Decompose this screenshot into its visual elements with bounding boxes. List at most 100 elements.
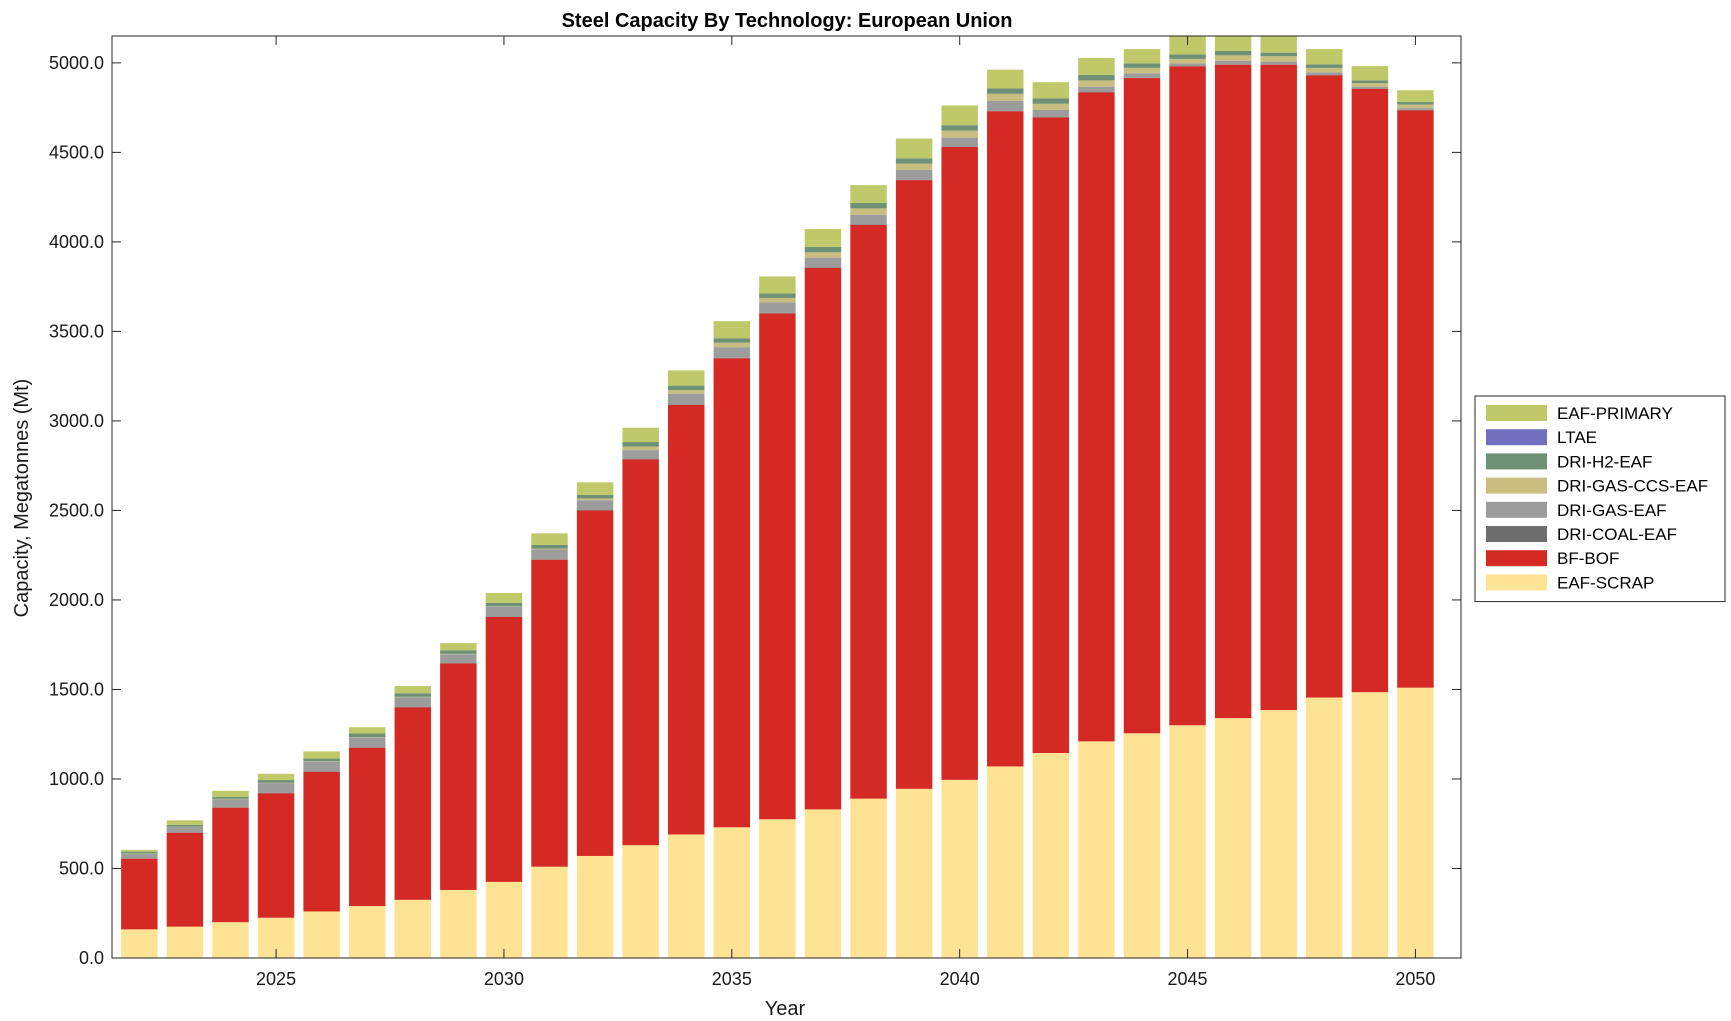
bar-eaf-primary-2037 xyxy=(804,228,842,247)
legend-swatch-eaf-scrap xyxy=(1486,574,1547,591)
bar-eaf-scrap-2022 xyxy=(121,929,158,958)
bar-dri-gas-ccs-eaf-2045 xyxy=(1169,58,1206,64)
y-tick-label: 1500.0 xyxy=(49,679,104,699)
bar-eaf-scrap-2042 xyxy=(1032,753,1070,958)
bar-eaf-scrap-2029 xyxy=(440,889,477,958)
legend-label-ltae: LTAE xyxy=(1557,428,1597,447)
y-tick-label: 1000.0 xyxy=(49,769,104,789)
bar-eaf-primary-2022 xyxy=(121,849,158,852)
bar-eaf-scrap-2044 xyxy=(1123,733,1161,958)
bar-bf-bof-2045 xyxy=(1169,66,1206,726)
bar-dri-gas-eaf-2042 xyxy=(1032,109,1070,118)
bar-bf-bof-2035 xyxy=(713,358,751,828)
bar-eaf-scrap-2049 xyxy=(1351,692,1389,958)
bar-dri-gas-eaf-2029 xyxy=(440,654,477,664)
chart-title: Steel Capacity By Technology: European U… xyxy=(562,10,1013,32)
legend-swatch-dri-coal-eaf xyxy=(1486,526,1547,542)
bar-bf-bof-2032 xyxy=(576,510,614,856)
bar-dri-h2-eaf-2044 xyxy=(1123,63,1161,68)
bar-bf-bof-2037 xyxy=(804,267,842,810)
bar-dri-gas-eaf-2032 xyxy=(576,500,614,511)
bar-eaf-primary-2030 xyxy=(485,592,523,603)
bar-bf-bof-2039 xyxy=(895,180,933,789)
bar-eaf-scrap-2040 xyxy=(941,779,978,958)
bar-dri-h2-eaf-2045 xyxy=(1169,54,1206,59)
bar-dri-gas-eaf-2047 xyxy=(1260,61,1297,65)
bar-dri-gas-ccs-eaf-2033 xyxy=(622,446,659,451)
bar-eaf-primary-2034 xyxy=(668,370,705,386)
bar-dri-gas-eaf-2031 xyxy=(531,549,568,560)
bar-dri-h2-eaf-2049 xyxy=(1351,80,1389,84)
bar-dri-gas-eaf-2026 xyxy=(303,761,340,772)
bar-dri-gas-eaf-2038 xyxy=(850,214,887,225)
legend-swatch-dri-gas-eaf xyxy=(1486,501,1547,518)
bar-dri-h2-eaf-2028 xyxy=(394,693,432,697)
x-axis-label: Year xyxy=(765,998,806,1020)
bar-dri-h2-eaf-2047 xyxy=(1260,52,1297,57)
bar-bf-bof-2023 xyxy=(166,832,204,927)
bar-dri-h2-eaf-2035 xyxy=(713,338,751,343)
legend-label-eaf-primary: EAF-PRIMARY xyxy=(1557,404,1673,423)
y-tick-label: 0.0 xyxy=(79,948,104,968)
bar-eaf-scrap-2041 xyxy=(987,766,1024,958)
bar-bf-bof-2046 xyxy=(1214,64,1252,719)
bar-dri-h2-eaf-2030 xyxy=(485,602,523,607)
x-tick-label: 2030 xyxy=(484,969,524,989)
legend-swatch-bf-bof xyxy=(1486,550,1547,567)
bar-dri-gas-ccs-eaf-2035 xyxy=(713,342,751,348)
bar-eaf-primary-2048 xyxy=(1306,49,1343,65)
bar-dri-gas-eaf-2035 xyxy=(713,347,751,358)
bar-eaf-primary-2029 xyxy=(440,643,477,651)
bar-eaf-primary-2047 xyxy=(1260,36,1297,53)
bar-eaf-primary-2050 xyxy=(1397,90,1434,102)
bar-dri-h2-eaf-2040 xyxy=(941,125,978,131)
bar-dri-gas-ccs-eaf-2047 xyxy=(1260,56,1297,62)
bar-bf-bof-2040 xyxy=(941,147,978,780)
bar-dri-h2-eaf-2029 xyxy=(440,650,477,654)
bar-eaf-primary-2042 xyxy=(1032,82,1070,99)
bar-dri-gas-ccs-eaf-2042 xyxy=(1032,103,1070,110)
legend-box xyxy=(1474,395,1726,603)
legend-label-dri-coal-eaf: DRI-COAL-EAF xyxy=(1557,525,1677,544)
bar-eaf-scrap-2045 xyxy=(1169,725,1206,958)
legend: EAF-PRIMARY LTAE DRI-H2-EAF DRI-GAS-CCS-EAF… xyxy=(1474,395,1726,603)
bar-bf-bof-2028 xyxy=(394,707,432,900)
bar-eaf-scrap-2028 xyxy=(394,899,432,958)
bar-bf-bof-2047 xyxy=(1260,64,1297,711)
y-axis-label: Capacity, Megatonnes (Mt) xyxy=(11,379,33,618)
bar-dri-h2-eaf-2048 xyxy=(1306,64,1343,68)
bar-dri-gas-ccs-eaf-2036 xyxy=(759,297,796,303)
y-tick-label: 4000.0 xyxy=(49,232,104,252)
bar-dri-gas-eaf-2034 xyxy=(668,393,705,405)
bar-dri-gas-eaf-2044 xyxy=(1123,73,1161,78)
bar-eaf-primary-2035 xyxy=(713,321,751,339)
bar-dri-h2-eaf-2038 xyxy=(850,203,887,209)
bar-eaf-scrap-2048 xyxy=(1306,697,1343,958)
bar-eaf-primary-2049 xyxy=(1351,66,1389,81)
bar-bf-bof-2048 xyxy=(1306,75,1343,698)
x-tick-label: 2040 xyxy=(940,969,980,989)
bar-dri-h2-eaf-2041 xyxy=(987,88,1024,94)
bar-dri-h2-eaf-2046 xyxy=(1214,50,1252,56)
bar-eaf-primary-2044 xyxy=(1123,49,1161,64)
y-tick-label: 2500.0 xyxy=(49,500,104,520)
bar-dri-gas-eaf-2037 xyxy=(804,257,842,268)
bar-dri-gas-eaf-2027 xyxy=(348,737,386,748)
bar-dri-h2-eaf-2039 xyxy=(895,158,933,164)
bar-bf-bof-2049 xyxy=(1351,88,1389,693)
bar-eaf-primary-2026 xyxy=(303,751,340,759)
bar-eaf-primary-2024 xyxy=(212,790,249,798)
legend-swatch-eaf-primary xyxy=(1486,405,1547,421)
bar-dri-h2-eaf-2023 xyxy=(166,824,204,827)
bar-bf-bof-2033 xyxy=(622,459,659,846)
bar-eaf-scrap-2031 xyxy=(531,866,568,958)
legend-swatch-dri-gas-ccs-eaf xyxy=(1486,477,1547,494)
bar-dri-h2-eaf-2027 xyxy=(348,733,386,738)
bar-eaf-scrap-2046 xyxy=(1214,718,1252,958)
legend-label-dri-h2-eaf: DRI-H2-EAF xyxy=(1557,452,1652,471)
x-axis-ticks: 2025 2030 2035 2040 2045 2050 xyxy=(256,36,1435,989)
legend-swatch-dri-h2-eaf xyxy=(1486,453,1547,470)
bar-dri-gas-ccs-eaf-2041 xyxy=(987,93,1024,101)
bar-bf-bof-2050 xyxy=(1397,110,1434,688)
